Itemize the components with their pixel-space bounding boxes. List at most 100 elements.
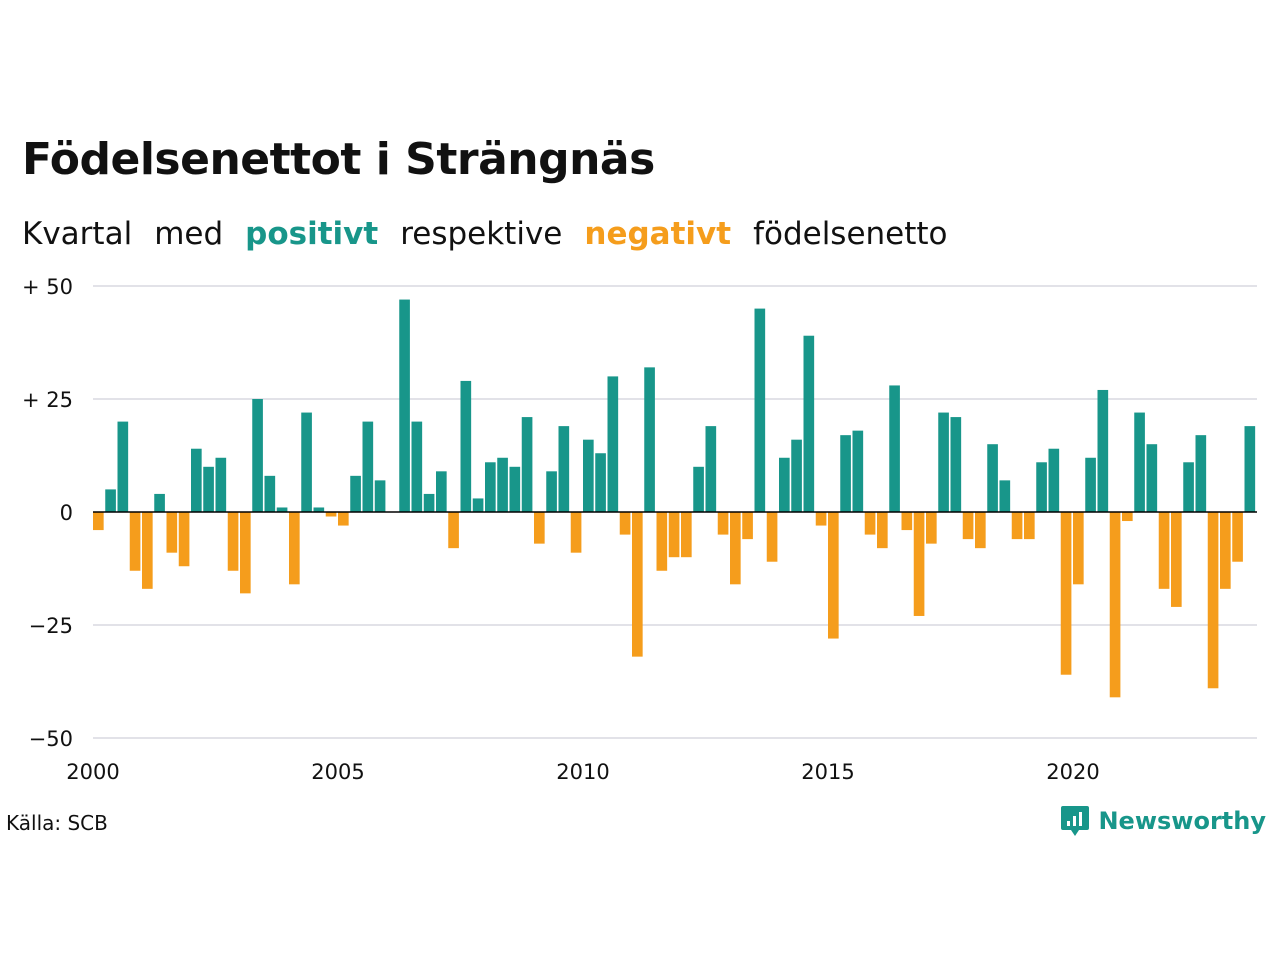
bar-negative [681,512,692,558]
bar-positive [1134,412,1145,512]
bar-positive [485,462,496,512]
bar-positive [546,471,557,512]
bar-positive [558,426,570,512]
bar-positive [779,457,790,512]
bar-negative [913,512,925,616]
bar-positive [938,412,949,512]
bar-negative [325,512,337,517]
bars [93,299,1256,698]
y-tick-label: −50 [29,727,73,751]
bar-positive [987,444,998,512]
legend-positive-label: positivt [245,216,379,252]
bar-negative [730,512,741,585]
bar-positive [693,466,704,512]
subtitle-word-med: med [154,216,224,252]
bar-negative [619,512,631,535]
bar-positive [950,417,962,512]
bar-negative [448,512,459,549]
bar-positive [595,453,606,512]
bar-positive [411,421,423,512]
bar-negative [1073,512,1084,585]
bar-negative [227,512,239,571]
bar-positive [509,466,521,512]
bar-positive [436,471,447,512]
bar-positive [999,480,1011,512]
source-note: Källa: SCB [6,811,108,835]
bar-positive [889,385,900,512]
bar-positive [252,399,263,512]
bar-negative [1109,512,1121,698]
bar-negative [338,512,349,526]
bar-negative [1207,512,1219,689]
bar-negative [742,512,753,540]
bar-positive [1195,435,1207,512]
bar-negative [1171,512,1182,607]
bar-positive [264,475,276,512]
bar-negative [877,512,888,549]
bar-negative [142,512,153,589]
bar-negative [926,512,937,544]
bar-negative [1060,512,1072,675]
y-tick-label: 0 [60,501,73,525]
bar-positive [117,421,129,512]
bar-negative [656,512,668,571]
x-tick-label: 2005 [311,760,364,784]
bar-positive [313,507,325,512]
bar-negative [975,512,986,549]
newsworthy-logo-icon [1061,806,1090,836]
bar-negative [534,512,545,544]
bar-positive [1146,444,1158,512]
subtitle-word-fodelsenetto: födelsenetto [753,216,948,252]
bar-positive [1036,462,1047,512]
bar-negative [1011,512,1023,540]
bar-positive [374,480,386,512]
bar-positive [754,308,766,512]
bar-negative [815,512,827,526]
bar-positive [423,493,435,512]
bar-positive [276,507,288,512]
subtitle-word-kvartal: Kvartal [22,216,133,252]
bar-positive [803,335,815,512]
bar-positive [215,457,227,512]
bar-negative [1220,512,1231,589]
bar-negative [766,512,778,562]
bar-negative [570,512,582,553]
bar-positive [191,448,202,512]
chart-subtitle: Kvartal med positivt respektive negativt föde… [22,216,970,252]
bar-positive [203,466,214,512]
bar-negative [129,512,141,571]
bar-negative [962,512,974,540]
bar-negative [717,512,729,535]
bar-negative [901,512,913,531]
newsworthy-brand[interactable]: Newsworthy [1060,804,1266,838]
bar-positive [705,426,717,512]
bar-negative [166,512,178,553]
bar-chart: + 50 + 25 0 −25 −50 2000 2005 2010 2015 2020 [22,275,1257,784]
bar-positive [399,299,410,512]
bar-negative [828,512,839,639]
bar-positive [1183,462,1194,512]
bar-negative [289,512,300,585]
bar-negative [632,512,643,657]
bar-negative [240,512,251,594]
bar-positive [1244,426,1256,512]
brand-name: Newsworthy [1098,807,1266,835]
bar-positive [460,380,472,512]
bar-negative [864,512,876,535]
bar-negative [1024,512,1035,540]
bar-positive [497,457,508,512]
bar-negative [1158,512,1170,589]
bar-positive [472,498,484,512]
x-tick-label: 2010 [556,760,609,784]
bar-positive [301,412,312,512]
bar-negative [93,512,104,531]
x-tick-label: 2020 [1046,760,1099,784]
bar-positive [350,475,361,512]
y-tick-label: + 50 [22,275,73,299]
bar-positive [791,439,802,512]
x-tick-label: 2015 [801,760,854,784]
y-tick-label: + 25 [22,388,73,412]
bar-positive [644,367,655,512]
subtitle-word-respektive: respektive [400,216,563,252]
bar-positive [607,376,619,512]
